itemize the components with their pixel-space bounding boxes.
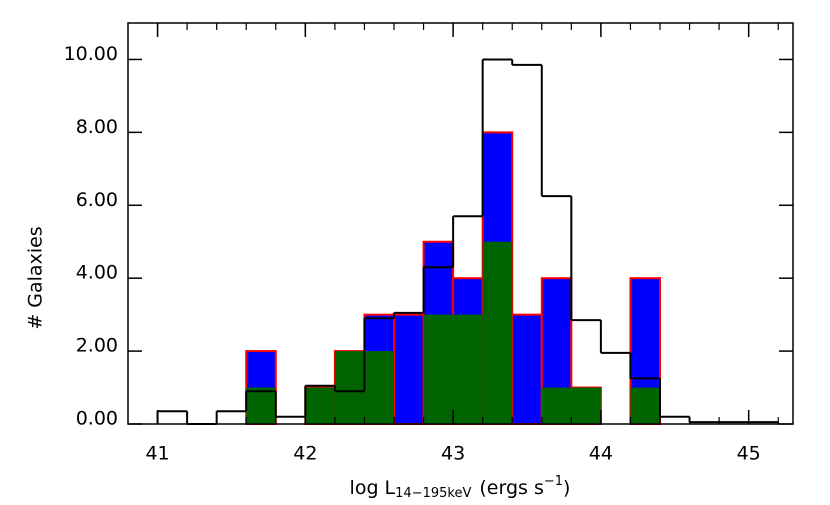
x-axis-label: log L14−195keV (ergs s−1) xyxy=(350,474,571,501)
x-label-subscript: 14−195keV xyxy=(395,486,471,501)
bar xyxy=(334,351,365,424)
bar xyxy=(453,314,483,424)
x-tick-label: 42 xyxy=(293,443,317,465)
bar xyxy=(482,241,513,424)
y-tick-label: 2.00 xyxy=(76,335,118,357)
bar xyxy=(571,387,601,424)
x-label-superscript: −1 xyxy=(544,474,563,489)
y-tick-label: 6.00 xyxy=(76,189,118,211)
plot-frame xyxy=(127,22,794,425)
bar xyxy=(630,387,660,424)
bar xyxy=(511,313,543,425)
bar xyxy=(423,314,454,424)
bar xyxy=(305,387,335,424)
x-tick-label: 45 xyxy=(737,443,761,465)
x-label-rest: (ergs s xyxy=(479,477,543,499)
x-label-end: ) xyxy=(563,477,570,499)
y-axis-label: # Galaxies xyxy=(25,226,47,329)
y-tick-label: 10.00 xyxy=(64,43,118,65)
x-label-main: log L xyxy=(350,477,396,499)
bar xyxy=(364,351,394,424)
x-tick-label: 41 xyxy=(145,443,169,465)
x-tick-label: 43 xyxy=(441,443,465,465)
y-tick-label: 0.00 xyxy=(76,408,118,430)
bar xyxy=(541,387,572,424)
bar xyxy=(393,313,425,425)
bar xyxy=(246,387,276,424)
y-tick-label: 8.00 xyxy=(76,116,118,138)
y-tick-label: 4.00 xyxy=(76,262,118,284)
x-tick-label: 44 xyxy=(589,443,613,465)
